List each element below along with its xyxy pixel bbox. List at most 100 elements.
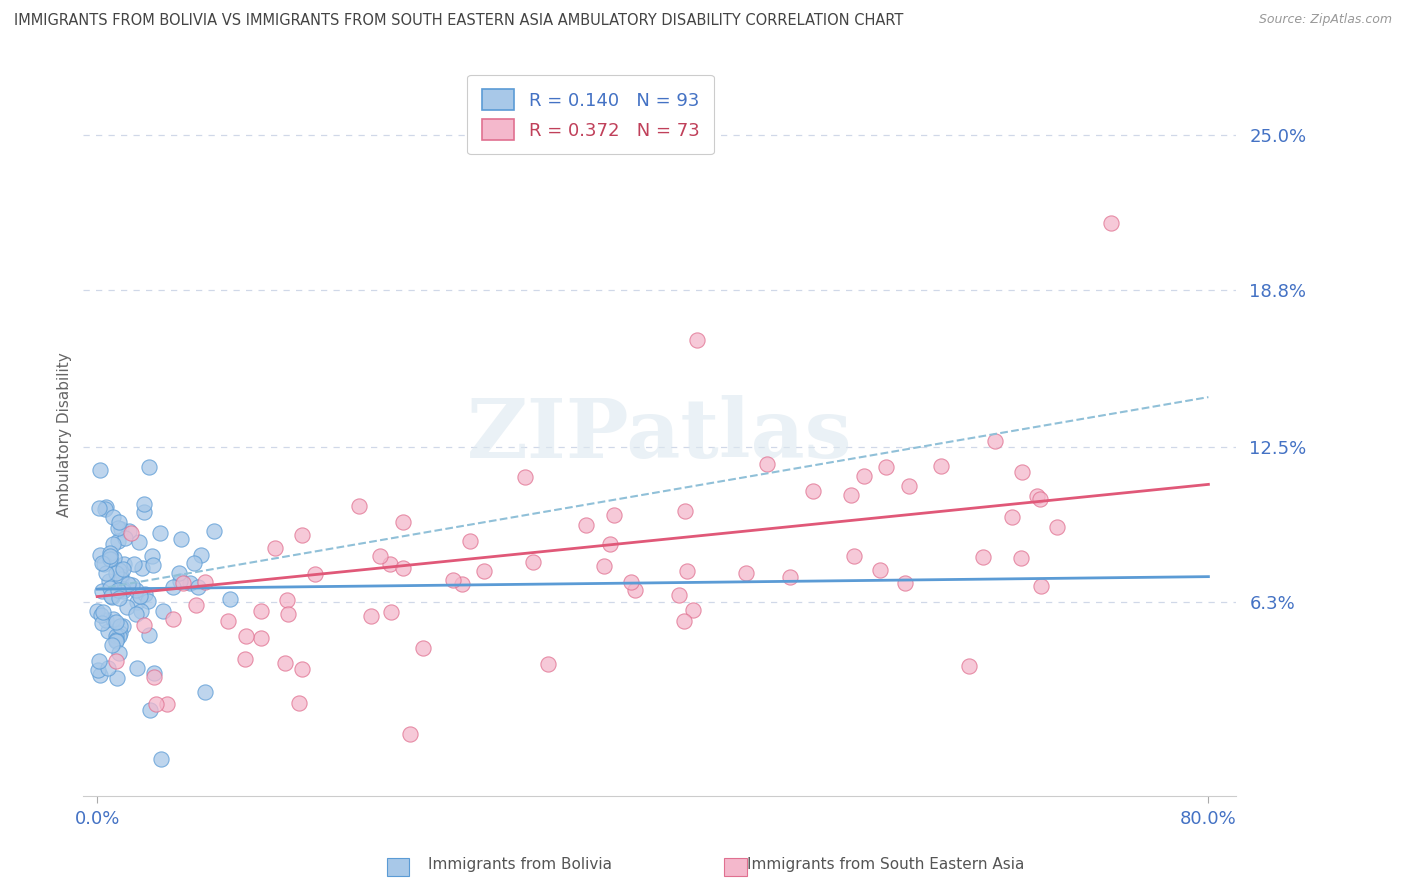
Point — [89, 668, 111, 682]
Text: Immigrants from South Eastern Asia: Immigrants from South Eastern Asia — [747, 857, 1025, 872]
Point — [141, 549, 163, 563]
Point — [169, 566, 191, 581]
Point — [249, 604, 271, 618]
Point — [91, 556, 114, 570]
Point — [235, 629, 257, 643]
Point — [380, 558, 402, 572]
Point — [274, 656, 297, 670]
Point — [107, 629, 129, 643]
Point — [290, 662, 312, 676]
Point — [304, 566, 326, 581]
Point — [1029, 579, 1052, 593]
Point — [593, 558, 616, 573]
Point — [110, 619, 132, 633]
Text: ZIPatlas: ZIPatlas — [467, 394, 852, 475]
Point — [839, 488, 862, 502]
Point — [96, 566, 118, 580]
Point — [142, 665, 165, 680]
Point — [458, 534, 481, 549]
Point — [108, 563, 131, 577]
Point — [131, 561, 153, 575]
Point — [132, 505, 155, 519]
Point — [110, 572, 132, 586]
Point — [104, 615, 127, 630]
Point — [1099, 216, 1122, 230]
Point — [107, 646, 129, 660]
Point — [894, 576, 917, 591]
Point — [105, 629, 128, 643]
Point — [91, 583, 114, 598]
Point — [152, 604, 174, 618]
Point — [1000, 509, 1022, 524]
Point — [89, 548, 111, 562]
Point — [115, 599, 138, 614]
Point — [755, 457, 778, 471]
Point — [451, 576, 474, 591]
Point — [929, 458, 952, 473]
Point — [184, 598, 207, 612]
Point — [112, 558, 135, 572]
Point — [1010, 550, 1032, 565]
Point — [169, 574, 191, 588]
Point — [472, 564, 495, 578]
Point — [194, 575, 217, 590]
Point — [145, 697, 167, 711]
Point — [391, 515, 413, 529]
Point — [98, 546, 121, 560]
Point — [86, 604, 108, 618]
Point — [97, 661, 120, 675]
Point — [111, 583, 134, 598]
Point — [673, 614, 696, 628]
Point — [1029, 491, 1052, 506]
Point — [875, 460, 897, 475]
Point — [101, 638, 124, 652]
Point — [897, 479, 920, 493]
Point — [129, 604, 152, 618]
Text: Source: ZipAtlas.com: Source: ZipAtlas.com — [1258, 13, 1392, 27]
Point — [87, 663, 110, 677]
Point — [105, 633, 128, 648]
Point — [120, 525, 142, 540]
Point — [603, 508, 626, 522]
Point — [110, 569, 132, 583]
Point — [575, 518, 598, 533]
Point — [105, 654, 128, 668]
Point — [138, 460, 160, 475]
Point — [277, 607, 299, 621]
Point — [370, 549, 392, 563]
Point — [624, 582, 647, 597]
Point — [842, 549, 865, 563]
Point — [682, 603, 704, 617]
Point — [801, 483, 824, 498]
Point — [249, 631, 271, 645]
Point — [380, 605, 402, 619]
Point — [1025, 489, 1047, 503]
Point — [360, 609, 382, 624]
Point — [118, 524, 141, 539]
Point — [172, 575, 194, 590]
Point — [104, 633, 127, 648]
Point — [983, 434, 1005, 449]
Point — [1011, 466, 1033, 480]
Point — [183, 556, 205, 570]
Point — [142, 558, 165, 573]
Point — [162, 612, 184, 626]
Point — [111, 619, 134, 633]
Point — [735, 566, 758, 581]
Point — [132, 617, 155, 632]
Point — [412, 640, 434, 655]
Point — [217, 614, 239, 628]
Point — [128, 535, 150, 549]
Point — [101, 591, 124, 605]
Point — [121, 578, 143, 592]
Point — [114, 531, 136, 545]
Point — [100, 589, 122, 603]
Point — [97, 624, 120, 638]
Point — [599, 537, 621, 551]
Text: Immigrants from Bolivia: Immigrants from Bolivia — [429, 857, 612, 872]
Point — [124, 583, 146, 598]
Point — [202, 524, 225, 538]
Point — [190, 548, 212, 562]
Point — [347, 500, 370, 514]
Point — [673, 504, 696, 518]
